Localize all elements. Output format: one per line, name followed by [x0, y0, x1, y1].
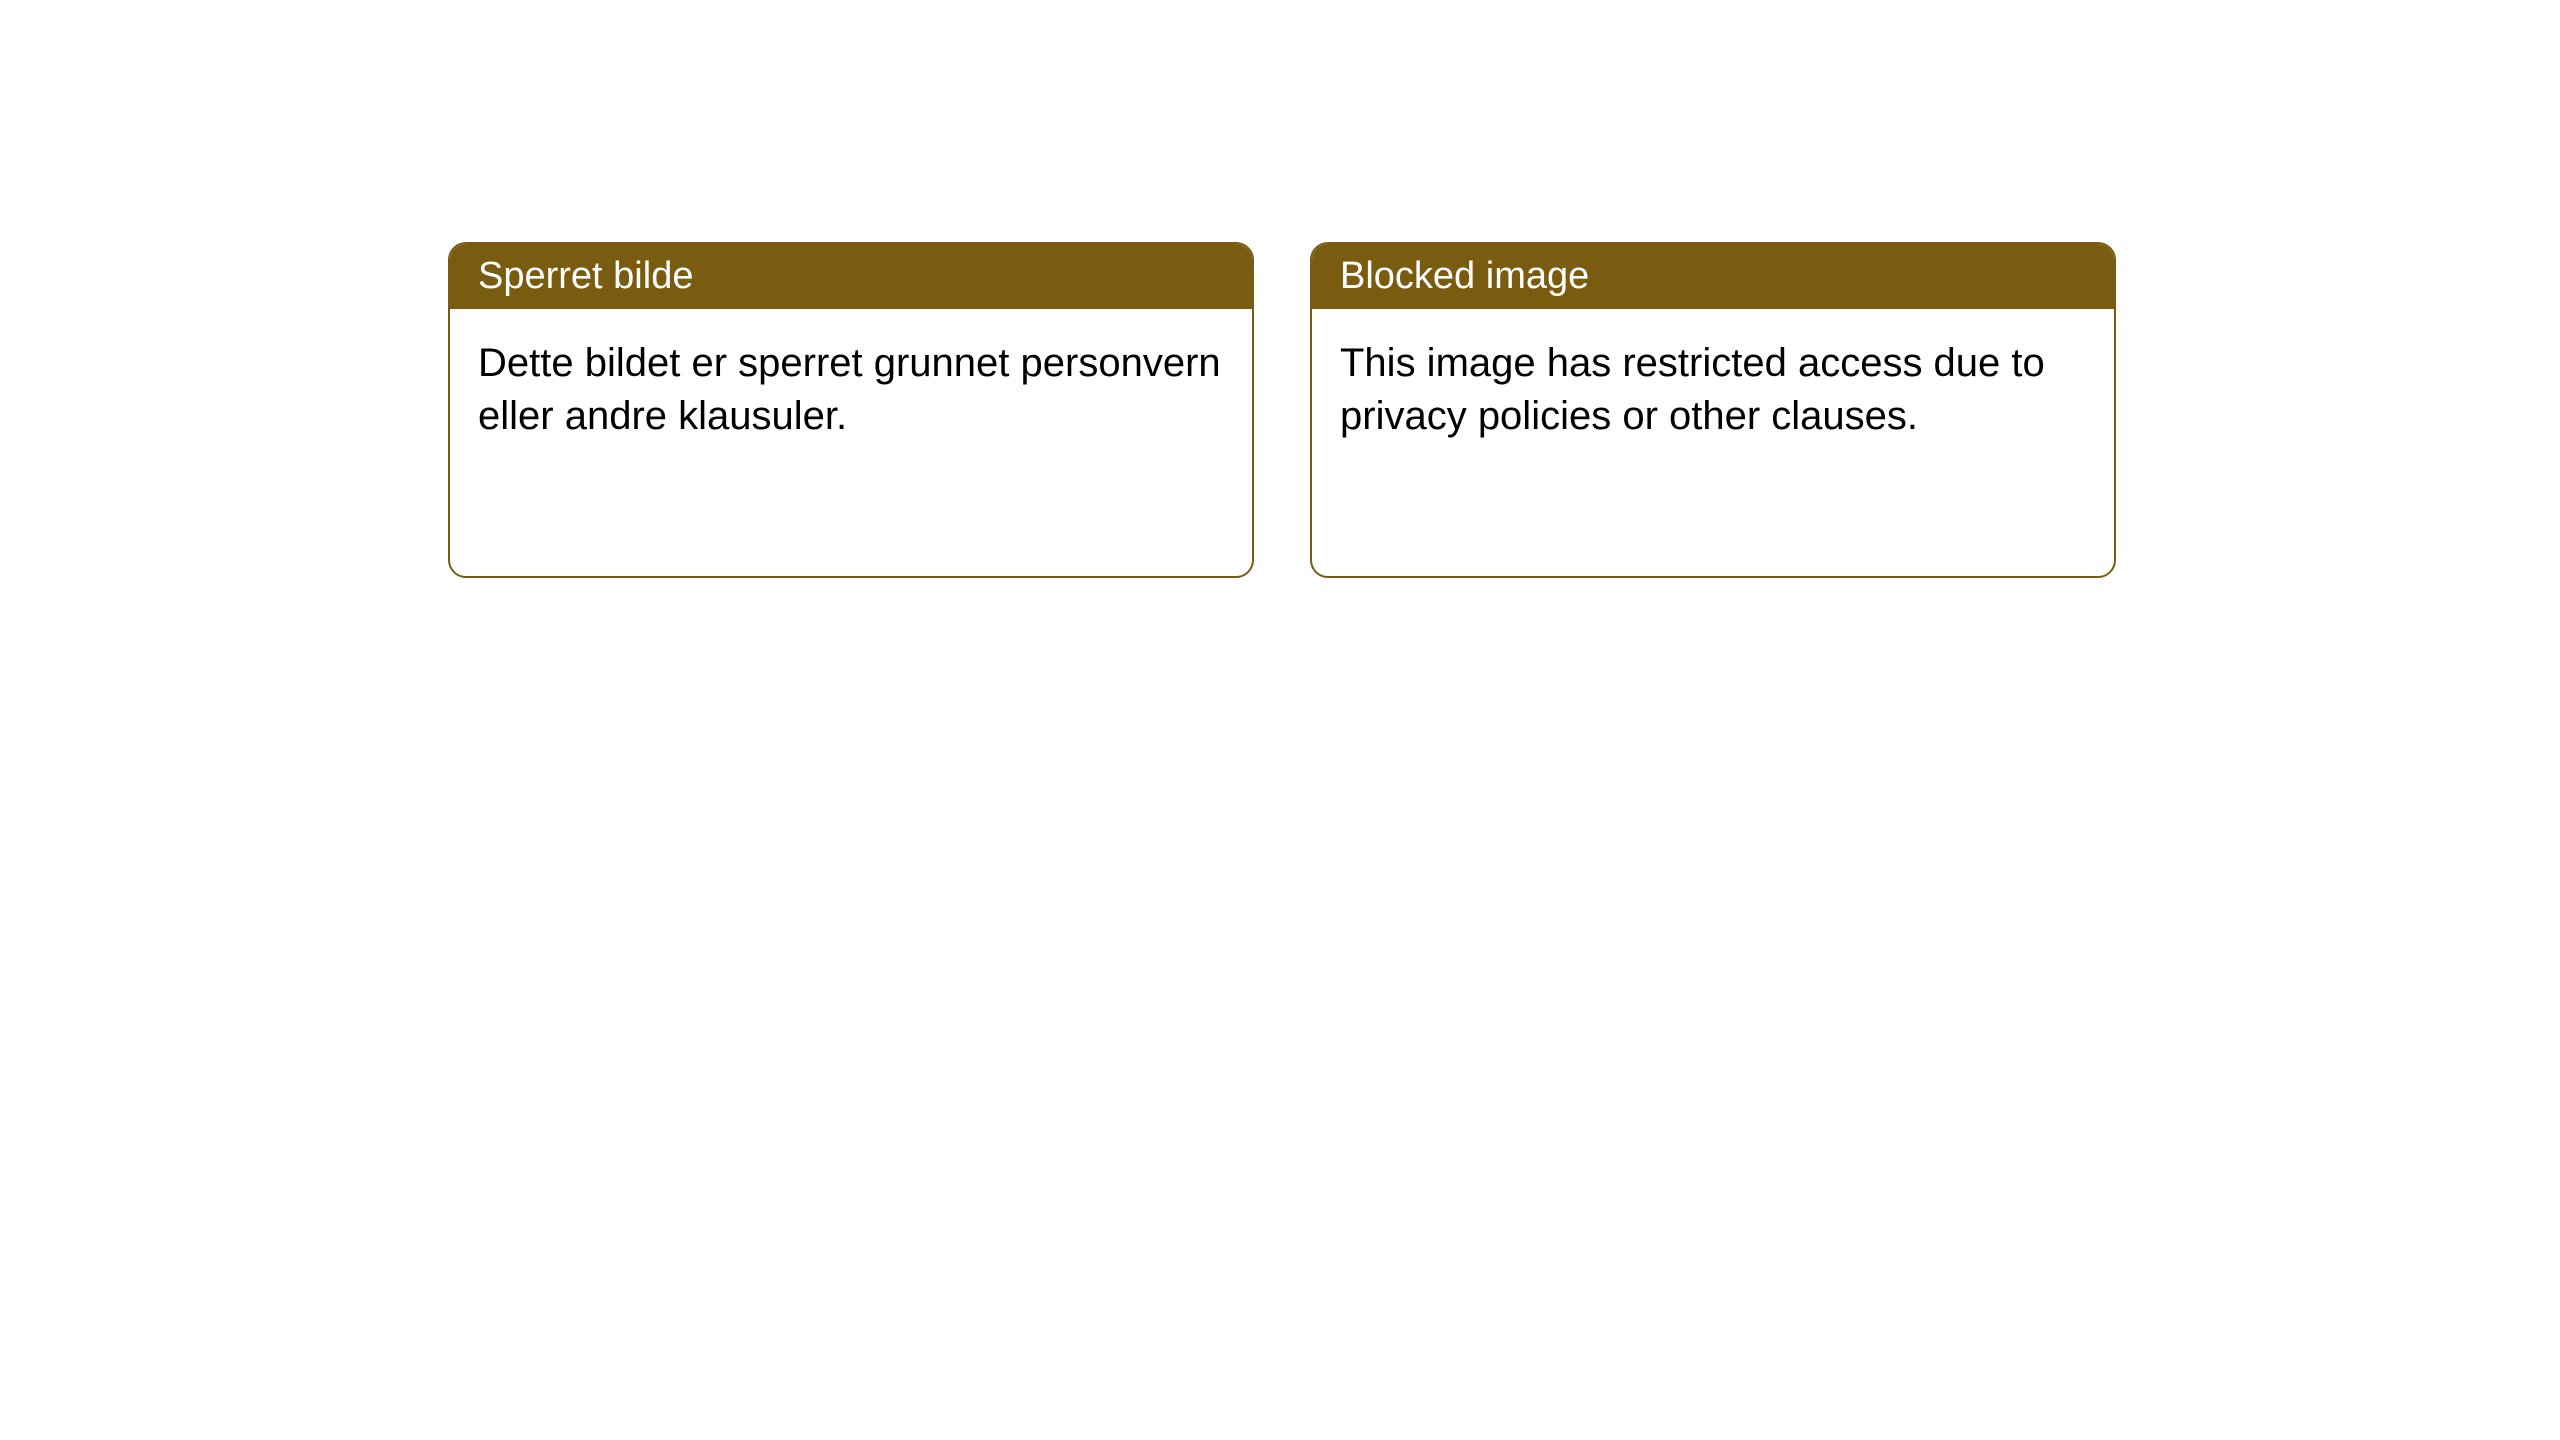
notice-body: Dette bildet er sperret grunnet personve…: [450, 309, 1252, 471]
notice-message: Dette bildet er sperret grunnet personve…: [478, 341, 1221, 438]
notice-container: Sperret bilde Dette bildet er sperret gr…: [0, 0, 2560, 578]
notice-body: This image has restricted access due to …: [1312, 309, 2114, 471]
notice-card-english: Blocked image This image has restricted …: [1310, 242, 2116, 578]
notice-header: Blocked image: [1312, 244, 2114, 309]
notice-title: Sperret bilde: [478, 255, 693, 297]
notice-message: This image has restricted access due to …: [1340, 341, 2045, 438]
notice-header: Sperret bilde: [450, 244, 1252, 309]
notice-card-norwegian: Sperret bilde Dette bildet er sperret gr…: [448, 242, 1254, 578]
notice-title: Blocked image: [1340, 255, 1589, 297]
